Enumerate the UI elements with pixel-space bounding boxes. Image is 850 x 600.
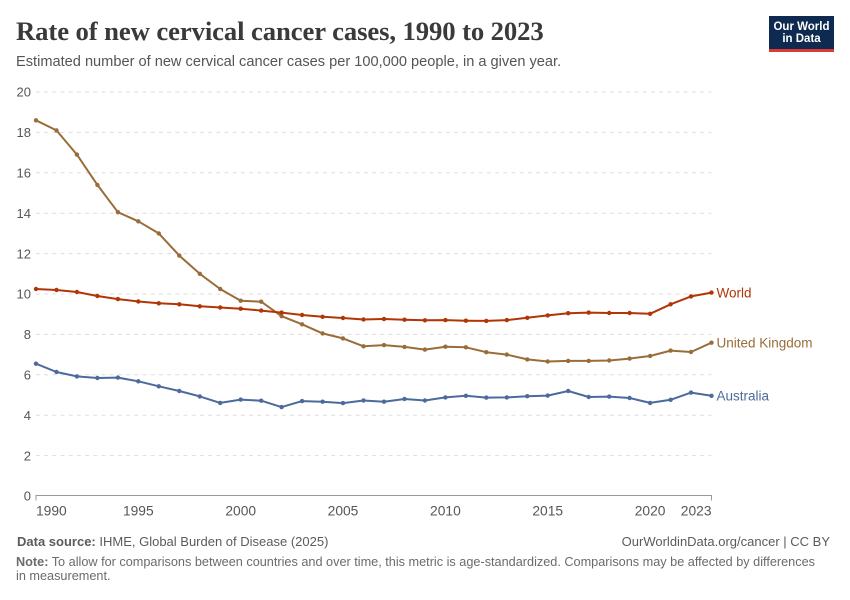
svg-text:1990: 1990	[36, 504, 67, 519]
svg-text:2: 2	[24, 448, 31, 463]
svg-text:2005: 2005	[328, 504, 359, 519]
svg-text:2023: 2023	[681, 504, 712, 519]
svg-text:2010: 2010	[430, 504, 461, 519]
svg-text:1995: 1995	[123, 504, 154, 519]
svg-text:18: 18	[17, 125, 31, 140]
svg-text:World: World	[717, 285, 752, 300]
svg-text:4: 4	[24, 408, 31, 423]
svg-text:10: 10	[17, 287, 31, 302]
svg-text:2015: 2015	[532, 504, 563, 519]
svg-text:16: 16	[17, 166, 31, 181]
svg-text:8: 8	[24, 327, 31, 342]
svg-text:2020: 2020	[635, 504, 666, 519]
svg-text:United Kingdom: United Kingdom	[717, 336, 813, 351]
svg-text:6: 6	[24, 368, 31, 383]
svg-text:2000: 2000	[225, 504, 256, 519]
svg-text:20: 20	[17, 85, 31, 100]
svg-text:12: 12	[17, 246, 31, 261]
svg-text:14: 14	[17, 206, 31, 221]
svg-text:0: 0	[24, 489, 31, 504]
svg-text:Australia: Australia	[717, 389, 770, 404]
